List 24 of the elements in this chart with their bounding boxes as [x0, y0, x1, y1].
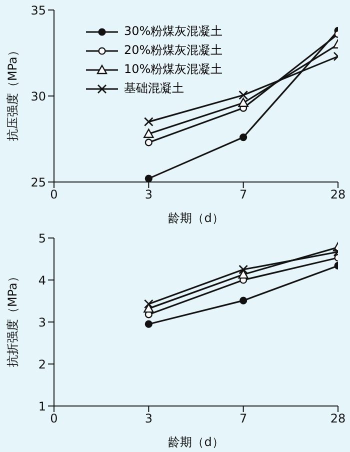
legend-label: 30%粉煤灰混凝土 — [124, 23, 223, 40]
x-axis-title: 龄期（d） — [168, 435, 224, 449]
x-tick-label: 7 — [240, 188, 248, 202]
legend-label: 基础混凝土 — [124, 80, 184, 97]
x-tick-label: 3 — [144, 412, 152, 426]
y-tick-label: 1 — [38, 399, 46, 414]
y-axis-title: 抗压强度（MPa） — [5, 44, 20, 141]
y-tick-label: 2 — [38, 357, 46, 372]
x-tick-label: 7 — [240, 412, 248, 426]
y-tick-label: 5 — [38, 231, 46, 246]
x-tick-label: 28 — [330, 412, 346, 426]
x-tick-label: 0 — [50, 412, 58, 426]
x-tick-label: 3 — [144, 188, 152, 202]
y-tick-label: 4 — [38, 273, 46, 288]
legend-label: 10%粉煤灰混凝土 — [124, 61, 223, 78]
x-tick-label: 0 — [50, 188, 58, 202]
y-tick-label: 25 — [30, 175, 46, 190]
y-axis-title: 抗折强度（MPa） — [5, 270, 20, 367]
x-tick-label: 28 — [330, 188, 346, 202]
x-axis-title: 龄期（d） — [168, 211, 224, 225]
y-tick-label: 35 — [30, 3, 46, 18]
legend-label: 20%粉煤灰混凝土 — [124, 42, 223, 59]
y-tick-label: 30 — [30, 89, 46, 104]
y-tick-label: 3 — [38, 315, 46, 330]
